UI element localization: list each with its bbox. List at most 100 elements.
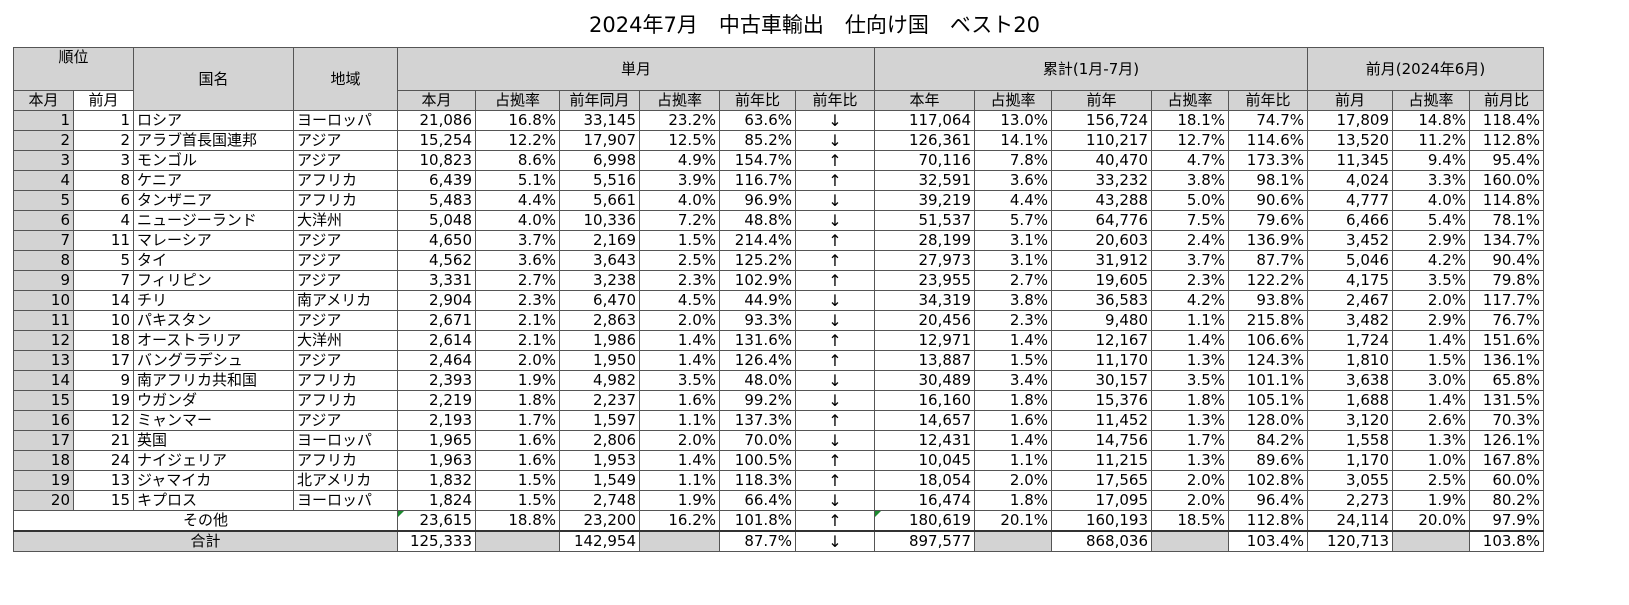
last-month-rank-header: 前月 [73, 90, 134, 111]
cell: 4.2% [1392, 250, 1470, 271]
cell: 5,046 [1307, 250, 1393, 271]
cell: 6,998 [559, 150, 640, 171]
cell: 3.7% [475, 230, 560, 251]
table-row: 10 14 チリ 南アメリカ 2,904 2.3% 6,470 4.5% 44.9% ↓ 34,31… [13, 290, 1544, 311]
cell: 2.5% [639, 250, 720, 271]
cell: 4.0% [475, 210, 560, 231]
cell: 7.2% [639, 210, 720, 231]
cell: 1,965 [397, 430, 476, 451]
cell: 27,973 [874, 250, 975, 271]
cell: 4.4% [974, 190, 1052, 211]
cell: 3.8% [974, 290, 1052, 311]
cell: 10 [73, 310, 134, 331]
cell: 4.9% [639, 150, 720, 171]
cell: 173.3% [1228, 150, 1308, 171]
trend-arrow: ↓ [795, 290, 875, 311]
country-name: マレーシア [133, 230, 294, 251]
table-row: 20 15 キプロス ヨーロッパ 1,824 1.5% 2,748 1.9% 66.4% ↓ 16,… [13, 490, 1544, 511]
cell: 1.5% [475, 490, 560, 511]
cell: 18.8% [475, 510, 560, 532]
cell: 30,489 [874, 370, 975, 391]
cell: 122.2% [1228, 270, 1308, 291]
trend-arrow: ↑ [795, 470, 875, 491]
cell: 167.8% [1469, 450, 1544, 471]
cell: 大洋州 [293, 210, 398, 231]
cell: 4,024 [1307, 170, 1393, 191]
cell: 1.4% [1151, 330, 1229, 351]
cell: 6,439 [397, 170, 476, 191]
cell: 93.8% [1228, 290, 1308, 311]
cell: 1.3% [1151, 350, 1229, 371]
cell: 6,466 [1307, 210, 1393, 231]
cell: 1.3% [1151, 450, 1229, 471]
cell: 40,470 [1051, 150, 1152, 171]
cell: 1.6% [974, 410, 1052, 431]
cell: 14,756 [1051, 430, 1152, 451]
cell: 9 [73, 370, 134, 391]
table-row: 19 13 ジャマイカ 北アメリカ 1,832 1.5% 1,549 1.1% 118.3% ↑ 1… [13, 470, 1544, 491]
sub-header: 占拠率 [639, 90, 720, 111]
cell: 5 [73, 250, 134, 271]
cell: 2.0% [1392, 290, 1470, 311]
cell: 7 [73, 270, 134, 291]
cell: 87.7% [719, 530, 796, 552]
cell: アフリカ [293, 370, 398, 391]
cell: 125,333 [397, 530, 476, 552]
cell: 23.2% [639, 110, 720, 131]
trend-arrow: ↓ [795, 190, 875, 211]
cell: 11,215 [1051, 450, 1152, 471]
cell: 1.6% [639, 390, 720, 411]
cell: 12,167 [1051, 330, 1152, 351]
cell: 103.4% [1228, 530, 1308, 552]
cell: 1.4% [974, 330, 1052, 351]
cell: 65.8% [1469, 370, 1544, 391]
cell: 1.6% [475, 450, 560, 471]
cell: 13,887 [874, 350, 975, 371]
cell: 1 [73, 110, 134, 131]
cell: 11 [73, 230, 134, 251]
cell: アフリカ [293, 450, 398, 471]
cell: 21,086 [397, 110, 476, 131]
cell: 9,480 [1051, 310, 1152, 331]
cell: 5 [13, 190, 74, 211]
cell: 23,200 [559, 510, 640, 532]
cell: 2 [73, 130, 134, 151]
page-title: 2024年7月 中古車輸出 仕向け国 ベスト20 [589, 13, 1040, 37]
cell: 4,175 [1307, 270, 1393, 291]
sub-header: 前月 [1307, 90, 1393, 111]
cell: 2.1% [475, 330, 560, 351]
cell: 136.9% [1228, 230, 1308, 251]
country-name: 南アフリカ共和国 [133, 370, 294, 391]
cell: 南アメリカ [293, 290, 398, 311]
cell: 117,064 [874, 110, 975, 131]
cell: 80.2% [1469, 490, 1544, 511]
cell: 3,055 [1307, 470, 1393, 491]
cell: 18.5% [1151, 510, 1229, 532]
cell: 5.1% [475, 170, 560, 191]
cell: 14.1% [974, 130, 1052, 151]
cell: 11,345 [1307, 150, 1393, 171]
cell: 63.6% [719, 110, 796, 131]
empty-cell [974, 530, 1052, 552]
cell: 180,619 [874, 510, 975, 532]
sub-header: 前年比 [795, 90, 875, 111]
cell: 1.5% [1392, 350, 1470, 371]
cell: 74.7% [1228, 110, 1308, 131]
sub-header: 前年比 [1228, 90, 1308, 111]
cell: 12.7% [1151, 130, 1229, 151]
country-name: モンゴル [133, 150, 294, 171]
cell: 142,954 [559, 530, 640, 552]
cell: 8 [73, 170, 134, 191]
cell: 66.4% [719, 490, 796, 511]
cell: 10 [13, 290, 74, 311]
prev-month-header: 前月(2024年6月) [1307, 47, 1544, 91]
cell: 17,907 [559, 130, 640, 151]
cell: 2,863 [559, 310, 640, 331]
cell: 14,657 [874, 410, 975, 431]
cell: 89.6% [1228, 450, 1308, 471]
cell: 17,809 [1307, 110, 1393, 131]
table-row: 16 12 ミャンマー アジア 2,193 1.7% 1,597 1.1% 137.3% ↑ 14,… [13, 410, 1544, 431]
cell: 5.0% [1151, 190, 1229, 211]
cell: 3.1% [974, 230, 1052, 251]
cell: 160,193 [1051, 510, 1152, 532]
